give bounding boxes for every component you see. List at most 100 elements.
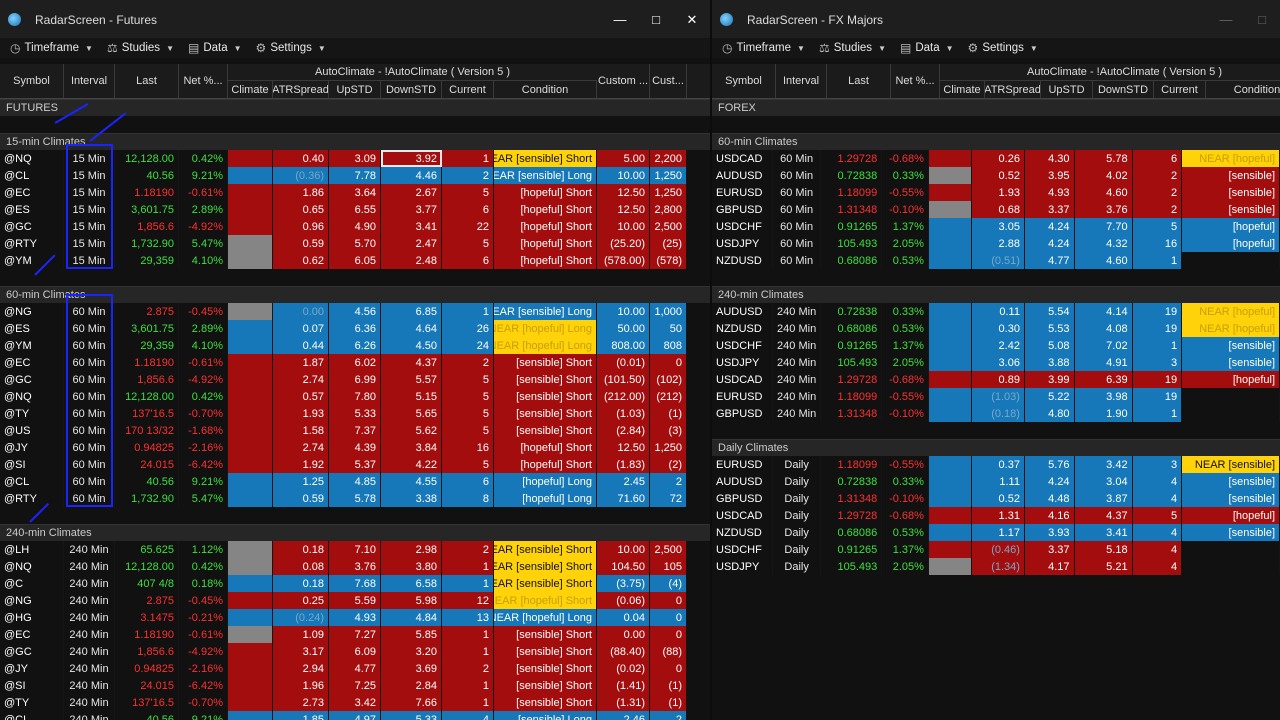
table-row[interactable]: AUDUSD Daily 0.72838 0.33% 1.11 4.24 3.04 4 [sen…: [712, 473, 1280, 490]
timeframe-menu[interactable]: ◷ Timeframe ▼: [10, 41, 93, 55]
table-row[interactable]: @GC 15 Min 1,856.6 -4.92% 0.96 4.90 3.41 22 [hop…: [0, 218, 710, 235]
condition-cell: [1182, 541, 1280, 558]
net-change-cell: 2.89%: [179, 201, 228, 218]
table-row[interactable]: @YM 15 Min 29,359 4.10% 0.62 6.05 2.48 6 [hopefu…: [0, 252, 710, 269]
symbol-cell: NZDUSD: [712, 252, 773, 269]
data-menu[interactable]: ▤ Data ▼: [188, 41, 242, 55]
table-row[interactable]: NZDUSD Daily 0.68086 0.53% 1.17 3.93 3.41 4 [sen…: [712, 524, 1280, 541]
table-row[interactable]: @CL 15 Min 40.56 9.21% (0.36) 7.78 4.46 2 NEAR […: [0, 167, 710, 184]
table-row[interactable]: USDJPY Daily 105.493 2.05% (1.34) 4.17 5.21 4: [712, 558, 1280, 575]
header-up[interactable]: UpSTD: [1041, 80, 1093, 98]
header-symbol[interactable]: Symbol: [712, 64, 776, 98]
header-up[interactable]: UpSTD: [329, 80, 381, 98]
table-row[interactable]: @GC 240 Min 1,856.6 -4.92% 3.17 6.09 3.20 1 [sen…: [0, 643, 710, 660]
table-row[interactable]: GBPUSD 240 Min 1.31348 -0.10% (0.18) 4.80 1.90…: [712, 405, 1280, 422]
table-row[interactable]: USDCHF Daily 0.91265 1.37% (0.46) 3.37 5.18 4: [712, 541, 1280, 558]
custom-cell: 50.00: [597, 320, 650, 337]
table-row[interactable]: USDCAD 60 Min 1.29728 -0.68% 0.26 4.30 5.78 6 NE…: [712, 150, 1280, 167]
table-row[interactable]: @JY 240 Min 0.94825 -2.16% 2.94 4.77 3.69 2 [sen…: [0, 660, 710, 677]
header-last[interactable]: Last: [115, 64, 179, 98]
header-down[interactable]: DownSTD: [1093, 80, 1154, 98]
header-custom1[interactable]: Custom ...: [597, 64, 650, 98]
timeframe-menu[interactable]: ◷ Timeframe ▼: [722, 41, 805, 55]
last-cell: 0.72838: [821, 303, 883, 320]
header-interval[interactable]: Interval: [64, 64, 115, 98]
header-symbol[interactable]: Symbol: [0, 64, 64, 98]
table-row[interactable]: USDCHF 240 Min 0.91265 1.37% 2.42 5.08 7.02 1 [s…: [712, 337, 1280, 354]
header-custom2[interactable]: Cust...: [650, 64, 687, 98]
table-row[interactable]: AUDUSD 240 Min 0.72838 0.33% 0.11 5.54 4.14 19 N…: [712, 303, 1280, 320]
atr-spread-cell: 1.09: [273, 626, 329, 643]
table-row[interactable]: EURUSD 60 Min 1.18099 -0.55% 1.93 4.93 4.60 2 [s…: [712, 184, 1280, 201]
header-interval[interactable]: Interval: [776, 64, 827, 98]
table-row[interactable]: @NG 60 Min 2.875 -0.45% 0.00 4.56 6.85 1 NEAR [s…: [0, 303, 710, 320]
table-row[interactable]: USDCAD Daily 1.29728 -0.68% 1.31 4.16 4.37 5 [ho…: [712, 507, 1280, 524]
header-condition[interactable]: Condition: [1206, 80, 1280, 98]
minimize-icon[interactable]: —: [613, 12, 627, 27]
data-menu[interactable]: ▤ Data ▼: [900, 41, 954, 55]
table-row[interactable]: @EC 15 Min 1.18190 -0.61% 1.86 3.64 2.67 5 [hope…: [0, 184, 710, 201]
table-row[interactable]: @SI 60 Min 24.015 -6.42% 1.92 5.37 4.22 5 [hopef…: [0, 456, 710, 473]
header-current[interactable]: Current: [1154, 80, 1206, 98]
last-cell: 0.91265: [821, 541, 883, 558]
header-climate[interactable]: Climate: [228, 80, 273, 98]
table-row[interactable]: @HG 240 Min 3.1475 -0.21% (0.24) 4.93 4.84 13 NE…: [0, 609, 710, 626]
header-atr[interactable]: ATRSpread: [273, 80, 329, 98]
table-row[interactable]: EURUSD Daily 1.18099 -0.55% 0.37 5.76 3.42 3 NEA…: [712, 456, 1280, 473]
table-row[interactable]: NZDUSD 240 Min 0.68086 0.53% 0.30 5.53 4.08 19 N…: [712, 320, 1280, 337]
table-row[interactable]: @SI 240 Min 24.015 -6.42% 1.96 7.25 2.84 1 [sens…: [0, 677, 710, 694]
settings-menu[interactable]: ⚙ Settings ▼: [256, 41, 326, 55]
table-row[interactable]: @GC 60 Min 1,856.6 -4.92% 2.74 6.99 5.57 5 [sens…: [0, 371, 710, 388]
condition-cell: [hopeful]: [1182, 235, 1280, 252]
table-row[interactable]: @CL 240 Min 40.56 9.21% 1.85 4.97 5.33 4 [sensib…: [0, 711, 710, 720]
custom-cell: 2: [650, 711, 687, 720]
header-last[interactable]: Last: [827, 64, 891, 98]
table-row[interactable]: @ES 60 Min 3,601.75 2.89% 0.07 6.36 4.64 26 NEAR…: [0, 320, 710, 337]
header-climate[interactable]: Climate: [940, 80, 985, 98]
table-row[interactable]: EURUSD 240 Min 1.18099 -0.55% (1.03) 5.22 3.98…: [712, 388, 1280, 405]
table-row[interactable]: @CL 60 Min 40.56 9.21% 1.25 4.85 4.55 6 [hopeful…: [0, 473, 710, 490]
table-row[interactable]: @JY 60 Min 0.94825 -2.16% 2.74 4.39 3.84 16 [hop…: [0, 439, 710, 456]
table-row[interactable]: @NQ 60 Min 12,128.00 0.42% 0.57 7.80 5.15 5 [sen…: [0, 388, 710, 405]
table-row[interactable]: GBPUSD 60 Min 1.31348 -0.10% 0.68 3.37 3.76 2 [s…: [712, 201, 1280, 218]
minimize-icon[interactable]: —: [1219, 12, 1233, 27]
condition-cell: [hopeful] Long: [494, 490, 597, 507]
header-net[interactable]: Net %...: [891, 64, 940, 98]
header-net[interactable]: Net %...: [179, 64, 228, 98]
studies-menu[interactable]: ⚖ Studies ▼: [107, 41, 174, 55]
table-row[interactable]: USDCHF 60 Min 0.91265 1.37% 3.05 4.24 7.70 5 [ho…: [712, 218, 1280, 235]
table-row[interactable]: @YM 60 Min 29,359 4.10% 0.44 6.26 4.50 24 NEAR […: [0, 337, 710, 354]
table-row[interactable]: @NG 240 Min 2.875 -0.45% 0.25 5.59 5.98 12 NEAR …: [0, 592, 710, 609]
table-row[interactable]: @TY 240 Min 137'16.5 -0.70% 2.73 3.42 7.66 1 [se…: [0, 694, 710, 711]
table-row[interactable]: USDCAD 240 Min 1.29728 -0.68% 0.89 3.99 6.39 19…: [712, 371, 1280, 388]
table-row[interactable]: NZDUSD 60 Min 0.68086 0.53% (0.51) 4.77 4.60 1: [712, 252, 1280, 269]
table-row[interactable]: AUDUSD 60 Min 0.72838 0.33% 0.52 3.95 4.02 2 [se…: [712, 167, 1280, 184]
header-down[interactable]: DownSTD: [381, 80, 442, 98]
close-icon[interactable]: ✕: [686, 11, 698, 27]
current-cell: 22: [442, 218, 494, 235]
settings-menu[interactable]: ⚙ Settings ▼: [968, 41, 1038, 55]
header-current[interactable]: Current: [442, 80, 494, 98]
table-row[interactable]: GBPUSD Daily 1.31348 -0.10% 0.52 4.48 3.87 4 [se…: [712, 490, 1280, 507]
table-row[interactable]: @ES 15 Min 3,601.75 2.89% 0.65 6.55 3.77 6 [hope…: [0, 201, 710, 218]
table-row[interactable]: @TY 60 Min 137'16.5 -0.70% 1.93 5.33 5.65 5 [sen…: [0, 405, 710, 422]
table-row[interactable]: USDJPY 240 Min 105.493 2.05% 3.06 3.88 4.91 3 [s…: [712, 354, 1280, 371]
table-row[interactable]: @EC 60 Min 1.18190 -0.61% 1.87 6.02 4.37 2 [sens…: [0, 354, 710, 371]
upstd-cell: 4.77: [1024, 252, 1075, 269]
table-row[interactable]: USDJPY 60 Min 105.493 2.05% 2.88 4.24 4.32 16 [h…: [712, 235, 1280, 252]
symbol-cell: USDCHF: [712, 541, 773, 558]
header-atr[interactable]: ATRSpread: [985, 80, 1041, 98]
header-condition[interactable]: Condition: [494, 80, 597, 98]
current-cell: 19: [1132, 388, 1183, 405]
studies-menu[interactable]: ⚖ Studies ▼: [819, 41, 886, 55]
table-row[interactable]: @RTY 15 Min 1,732.90 5.47% 0.59 5.70 2.47 5 [hop…: [0, 235, 710, 252]
table-row[interactable]: @EC 240 Min 1.18190 -0.61% 1.09 7.27 5.85 1 [sen…: [0, 626, 710, 643]
maximize-icon[interactable]: □: [1258, 12, 1266, 27]
table-row[interactable]: @US 60 Min 170 13/32 -1.68% 1.58 7.37 5.62 5 [se…: [0, 422, 710, 439]
maximize-icon[interactable]: □: [652, 12, 660, 27]
table-row[interactable]: @RTY 60 Min 1,732.90 5.47% 0.59 5.78 3.38 8 [hop…: [0, 490, 710, 507]
